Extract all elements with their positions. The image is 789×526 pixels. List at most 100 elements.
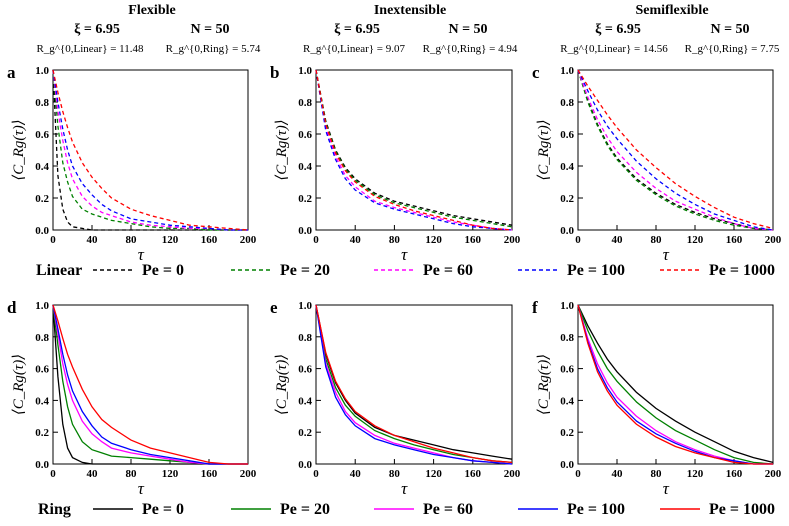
legend-entry-label: Pe = 20 xyxy=(280,501,330,518)
series-line xyxy=(315,304,513,465)
series-line xyxy=(52,304,248,465)
x-axis-label: τ xyxy=(138,245,145,264)
x-tick-label: 200 xyxy=(240,234,257,246)
x-tick-label: 80 xyxy=(651,468,663,480)
x-tick-label: 40 xyxy=(612,234,624,246)
n-label: N = 50 xyxy=(710,22,749,37)
rg-ring-label: R_g^{0,Ring} = 5.74 xyxy=(166,43,261,55)
plot-frame xyxy=(315,69,513,231)
y-tick-label: 1.0 xyxy=(35,65,49,77)
y-tick-label: 0.2 xyxy=(560,427,574,439)
x-tick-label: 120 xyxy=(425,468,442,480)
rg-linear-label: R_g^{0,Linear} = 14.56 xyxy=(560,43,668,55)
x-tick-label: 80 xyxy=(126,234,138,246)
n-label: N = 50 xyxy=(448,22,487,37)
panel-letter: c xyxy=(532,63,540,82)
rg-ring-label: R_g^{0,Ring} = 4.94 xyxy=(423,43,518,55)
x-tick-label: 120 xyxy=(687,234,704,246)
series-line xyxy=(315,69,513,231)
series-line xyxy=(52,304,248,465)
series-line xyxy=(577,304,773,465)
series-line xyxy=(52,69,248,231)
legend-title: Ring xyxy=(38,501,71,518)
series-line xyxy=(577,304,773,465)
y-tick-label: 0.4 xyxy=(560,161,574,173)
y-tick-label: 0.6 xyxy=(560,129,574,141)
xi-label: ξ = 6.95 xyxy=(334,22,380,37)
y-tick-label: 0.8 xyxy=(560,97,574,109)
plot-frame xyxy=(315,304,513,465)
legend-ring: Ring Pe = 0 Pe = 20 Pe = 60 Pe = 100 Pe = 10… xyxy=(38,501,775,518)
legend-entry-label: Pe = 1000 xyxy=(709,501,775,518)
y-tick-label: 0.8 xyxy=(35,332,49,344)
x-tick-label: 40 xyxy=(87,234,99,246)
series-line xyxy=(315,69,513,231)
y-tick-label: 0.0 xyxy=(298,459,312,471)
x-tick-label: 40 xyxy=(612,468,624,480)
x-tick-label: 160 xyxy=(465,468,482,480)
x-tick-label: 40 xyxy=(87,468,99,480)
panel-letter: f xyxy=(532,298,538,317)
y-tick-label: 0.6 xyxy=(560,364,574,376)
legend-entry-label: Pe = 100 xyxy=(567,262,625,279)
y-tick-label: 0.4 xyxy=(35,161,49,173)
x-tick-label: 160 xyxy=(201,234,218,246)
panel-f: 0 40 80 120 160 200 0.0 0.2 0.4 0.6 0.8 1.0 f ⟨C_Rg(τ… xyxy=(532,298,782,498)
panel-letter: d xyxy=(7,298,17,317)
series-line xyxy=(52,69,249,231)
column-header-flexible: Flexible ξ = 6.95 N = 50 R_g^{0,Linear} … xyxy=(36,3,260,55)
y-tick-label: 0.0 xyxy=(560,459,574,471)
series-line xyxy=(577,304,774,464)
legend-title: Linear xyxy=(36,262,82,279)
y-tick-label: 0.0 xyxy=(298,225,312,237)
x-axis-label: τ xyxy=(663,479,670,498)
y-axis-label: ⟨C_Rg(τ)⟩ xyxy=(536,354,552,415)
series-line xyxy=(315,69,513,226)
y-tick-label: 0.6 xyxy=(35,129,49,141)
legend-linear: Linear Pe = 0 Pe = 20 Pe = 60 Pe = 100 Pe = … xyxy=(36,262,775,279)
legend-entry-label: Pe = 60 xyxy=(423,262,473,279)
y-tick-label: 0.2 xyxy=(298,427,312,439)
x-axis-label: τ xyxy=(138,479,145,498)
y-tick-label: 0.8 xyxy=(298,332,312,344)
series-line xyxy=(52,304,248,465)
x-tick-label: 120 xyxy=(162,234,179,246)
plot-frame xyxy=(52,69,249,231)
column-title: Inextensible xyxy=(374,3,446,18)
x-tick-label: 0 xyxy=(313,234,319,246)
x-tick-label: 80 xyxy=(126,468,138,480)
x-tick-label: 120 xyxy=(425,234,442,246)
legend-entry-label: Pe = 0 xyxy=(142,262,184,279)
x-tick-label: 120 xyxy=(687,468,704,480)
series-line xyxy=(315,304,513,464)
x-tick-label: 80 xyxy=(651,234,663,246)
y-tick-label: 1.0 xyxy=(298,65,312,77)
series-line xyxy=(577,304,774,465)
y-tick-label: 0.0 xyxy=(560,225,574,237)
panel-a: 0 40 80 120 160 200 0.0 0.2 0.4 0.6 0.8 1.0 a ⟨C_Rg(τ… xyxy=(7,63,257,264)
legend-entry-label: Pe = 100 xyxy=(567,501,625,518)
x-axis-label: τ xyxy=(401,245,408,264)
panel-b: 0 40 80 120 160 200 0.0 0.2 0.4 0.6 0.8 1.0 b ⟨C_Rg(τ… xyxy=(270,63,521,264)
xi-label: ξ = 6.95 xyxy=(595,22,641,37)
series-line xyxy=(52,69,248,231)
y-tick-label: 0.2 xyxy=(35,427,49,439)
column-header-semiflexible: Semiflexible ξ = 6.95 N = 50 R_g^{0,Line… xyxy=(560,3,780,55)
series-line xyxy=(577,304,773,465)
series-line xyxy=(52,69,248,231)
panel-letter: b xyxy=(270,63,279,82)
column-title: Flexible xyxy=(128,3,175,18)
x-tick-label: 0 xyxy=(50,468,56,480)
rg-linear-label: R_g^{0,Linear} = 11.48 xyxy=(36,43,144,55)
x-tick-label: 40 xyxy=(350,234,362,246)
x-tick-label: 40 xyxy=(350,468,362,480)
series-line xyxy=(577,69,774,231)
xi-label: ξ = 6.95 xyxy=(74,22,120,37)
x-tick-label: 80 xyxy=(389,468,401,480)
x-tick-label: 120 xyxy=(162,468,179,480)
y-tick-label: 1.0 xyxy=(560,300,574,312)
y-tick-label: 1.0 xyxy=(35,300,49,312)
plot-frame xyxy=(577,69,774,231)
plot-frame xyxy=(577,304,774,465)
